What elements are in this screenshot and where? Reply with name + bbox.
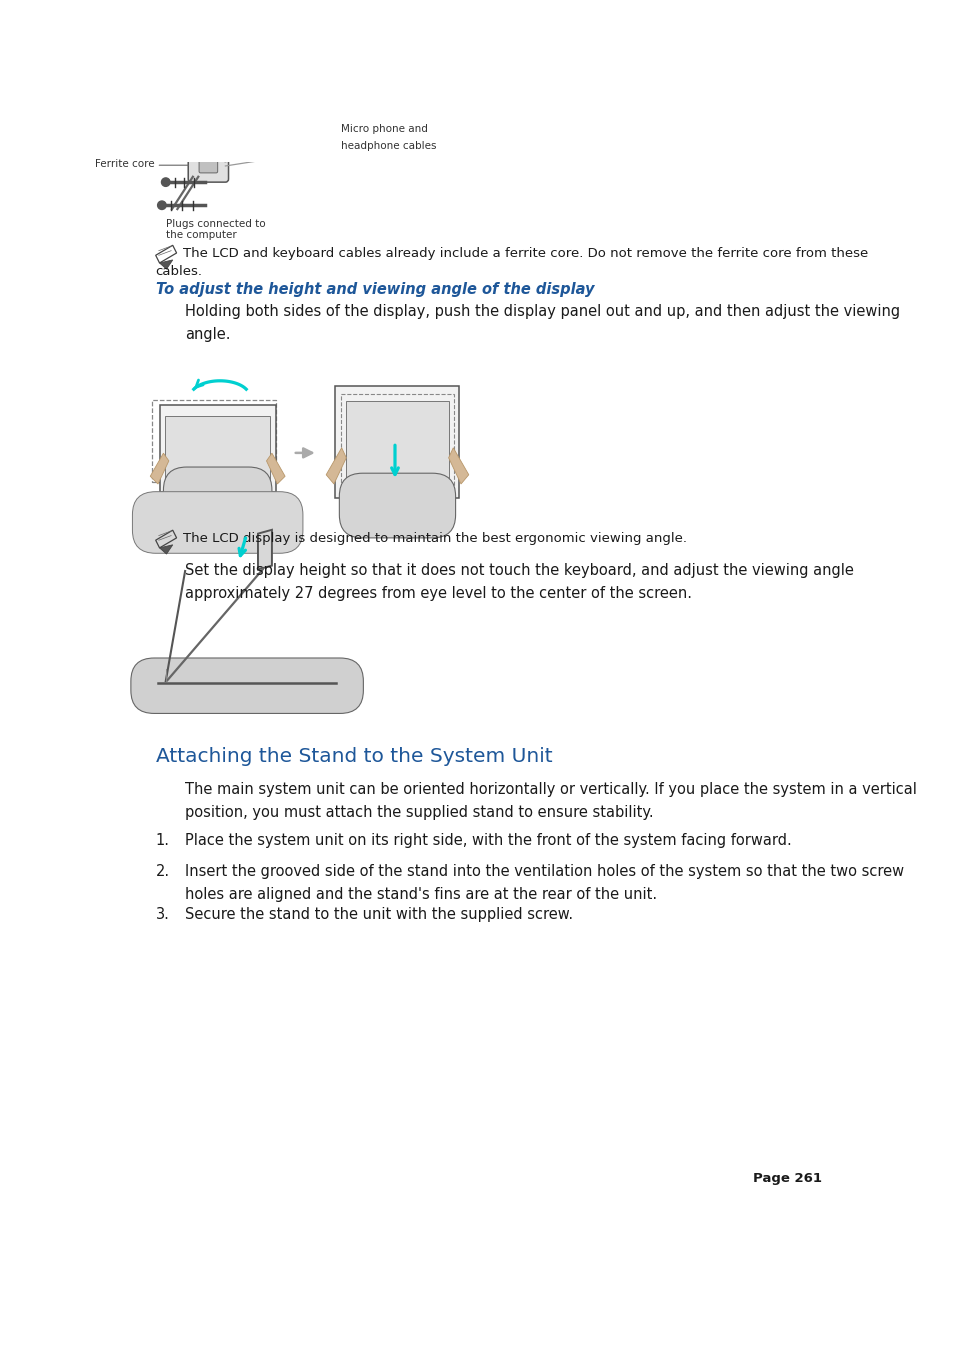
Polygon shape: [326, 447, 346, 484]
Text: Page 261: Page 261: [752, 1173, 821, 1185]
Polygon shape: [266, 453, 285, 484]
Text: cables.: cables.: [155, 265, 202, 277]
Text: Secure the stand to the unit with the supplied screw.: Secure the stand to the unit with the su…: [185, 907, 573, 921]
FancyBboxPatch shape: [345, 401, 449, 485]
Polygon shape: [257, 530, 272, 570]
Text: 1.: 1.: [155, 832, 170, 848]
Text: position, you must attach the supplied stand to ensure stability.: position, you must attach the supplied s…: [185, 805, 653, 820]
Text: 2.: 2.: [155, 863, 170, 878]
Polygon shape: [150, 453, 169, 484]
Text: The LCD and keyboard cables already include a ferrite core. Do not remove the fe: The LCD and keyboard cables already incl…: [183, 247, 867, 259]
FancyBboxPatch shape: [335, 386, 459, 497]
Text: Micro phone and: Micro phone and: [340, 124, 427, 134]
Circle shape: [161, 178, 170, 186]
Text: angle.: angle.: [185, 327, 231, 342]
Text: Attaching the Stand to the System Unit: Attaching the Stand to the System Unit: [155, 747, 552, 766]
FancyBboxPatch shape: [132, 492, 303, 554]
Text: Place the system unit on its right side, with the front of the system facing for: Place the system unit on its right side,…: [185, 832, 791, 848]
Text: Plugs connected to: Plugs connected to: [166, 219, 265, 230]
Text: 3.: 3.: [155, 907, 170, 921]
FancyBboxPatch shape: [339, 473, 456, 538]
FancyBboxPatch shape: [131, 658, 363, 713]
Text: headphone cables: headphone cables: [340, 142, 436, 151]
FancyBboxPatch shape: [159, 405, 275, 492]
Text: Ferrite core: Ferrite core: [95, 158, 154, 169]
Text: the computer: the computer: [166, 230, 236, 240]
Polygon shape: [159, 259, 172, 269]
Text: Set the display height so that it does not touch the keyboard, and adjust the vi: Set the display height so that it does n…: [185, 563, 853, 578]
FancyBboxPatch shape: [163, 467, 272, 532]
FancyBboxPatch shape: [165, 416, 270, 485]
Polygon shape: [448, 447, 468, 484]
Text: Insert the grooved side of the stand into the ventilation holes of the system so: Insert the grooved side of the stand int…: [185, 863, 903, 878]
FancyBboxPatch shape: [199, 158, 217, 173]
Text: approximately 27 degrees from eye level to the center of the screen.: approximately 27 degrees from eye level …: [185, 586, 691, 601]
Text: Holding both sides of the display, push the display panel out and up, and then a: Holding both sides of the display, push …: [185, 304, 900, 319]
Text: holes are aligned and the stand's fins are at the rear of the unit.: holes are aligned and the stand's fins a…: [185, 886, 657, 901]
Text: To adjust the height and viewing angle of the display: To adjust the height and viewing angle o…: [155, 282, 594, 297]
Polygon shape: [159, 544, 172, 554]
Text: The main system unit can be oriented horizontally or vertically. If you place th: The main system unit can be oriented hor…: [185, 782, 916, 797]
Text: The LCD display is designed to maintain the best ergonomic viewing angle.: The LCD display is designed to maintain …: [183, 532, 686, 544]
Circle shape: [157, 201, 166, 209]
FancyBboxPatch shape: [188, 149, 229, 182]
